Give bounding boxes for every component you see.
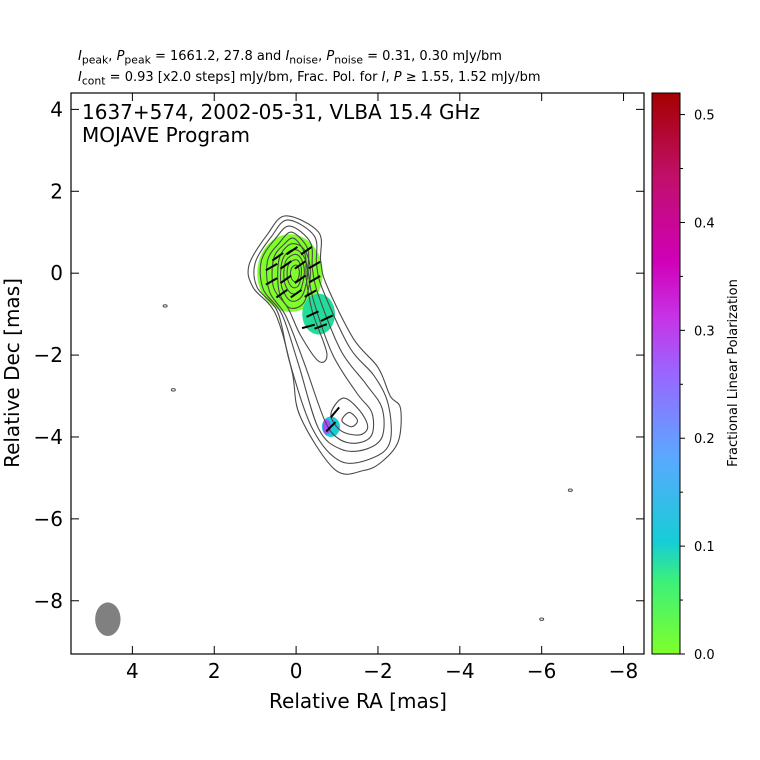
x-tick-label: −6 bbox=[527, 659, 556, 683]
contour-2 bbox=[259, 225, 385, 452]
y-tick-label: 2 bbox=[50, 179, 63, 203]
x-tick-label: −2 bbox=[363, 659, 392, 683]
evpa-vector-2 bbox=[271, 252, 284, 262]
evpa-vector-10 bbox=[265, 277, 278, 286]
noise-contour-2 bbox=[567, 488, 573, 492]
plot-area bbox=[95, 215, 573, 636]
chart-title-line-2: MOJAVE Program bbox=[82, 123, 250, 147]
y-axis: 4 2 0 −2 −4 −6 −8 bbox=[34, 97, 644, 613]
plot-frame bbox=[70, 92, 645, 655]
evpa-vector-12 bbox=[290, 289, 303, 299]
colorbar-tick-label: 0.3 bbox=[694, 324, 715, 339]
evpa-vector-18 bbox=[330, 406, 340, 419]
contour-10 bbox=[330, 397, 369, 436]
evpa-vector-16 bbox=[314, 323, 328, 330]
x-tick-label: 2 bbox=[208, 659, 221, 683]
colorbar bbox=[651, 92, 681, 655]
colorbar-tick-label: 0.2 bbox=[694, 432, 715, 447]
polarization-patch-3 bbox=[322, 419, 331, 435]
evpa-vector-4 bbox=[294, 260, 307, 270]
evpa-vector-14 bbox=[306, 310, 319, 318]
colorbar-tick-label: 0.0 bbox=[694, 648, 715, 663]
noise-contour-3 bbox=[539, 617, 545, 621]
beam-ellipse bbox=[95, 602, 121, 636]
noise-contour-0 bbox=[162, 304, 168, 308]
evpa-vector-11 bbox=[304, 289, 317, 298]
chart-title-line-1: 1637+574, 2002-05-31, VLBA 15.4 GHz bbox=[82, 100, 480, 124]
x-axis: 4 2 0 −2 −4 −6 −8 bbox=[126, 93, 638, 683]
evpa-vector-6 bbox=[265, 262, 278, 272]
x-tick-label: −4 bbox=[445, 659, 474, 683]
evpa-vector-5 bbox=[279, 260, 292, 270]
evpa-vector-0 bbox=[300, 246, 313, 256]
evpa-vector-3 bbox=[308, 260, 321, 270]
evpa-vector-1 bbox=[286, 246, 298, 256]
colorbar-ticks: 0.0 0.1 0.2 0.3 0.4 0.5 bbox=[680, 109, 715, 663]
x-tick-label: 0 bbox=[290, 659, 303, 683]
contour-1 bbox=[253, 219, 392, 464]
contour-7 bbox=[283, 253, 305, 295]
noise-contour-1 bbox=[170, 388, 176, 392]
y-tick-label: −8 bbox=[34, 589, 63, 613]
y-tick-label: −4 bbox=[34, 425, 63, 449]
evpa-vector-9 bbox=[279, 274, 292, 284]
evpa-vector-13 bbox=[275, 289, 288, 299]
stats-line-2: Icont = 0.93 [x2.0 steps] mJy/bm, Frac. … bbox=[78, 70, 541, 88]
colorbar-tick-label: 0.1 bbox=[694, 540, 715, 555]
y-tick-label: −2 bbox=[34, 343, 63, 367]
evpa-vector-8 bbox=[294, 274, 307, 284]
evpa-vector-17 bbox=[301, 323, 315, 330]
contour-9 bbox=[289, 264, 300, 283]
contour-5 bbox=[277, 243, 311, 309]
x-axis-label: Relative RA [mas] bbox=[269, 689, 447, 713]
contour-4 bbox=[271, 237, 328, 363]
contour-11 bbox=[341, 411, 359, 428]
y-tick-label: 4 bbox=[50, 97, 63, 121]
evpa-vector-7 bbox=[308, 275, 321, 284]
y-tick-label: −6 bbox=[34, 507, 63, 531]
x-tick-label: 4 bbox=[126, 659, 139, 683]
colorbar-tick-label: 0.5 bbox=[694, 109, 715, 124]
colorbar-label: Fractional Linear Polarization bbox=[726, 279, 741, 467]
x-tick-label: −8 bbox=[609, 659, 638, 683]
evpa-vector-19 bbox=[325, 421, 337, 433]
stats-line-1: Ipeak, Ppeak = 1661.2, 27.8 and Inoise, … bbox=[78, 49, 502, 67]
y-tick-label: 0 bbox=[50, 261, 63, 285]
colorbar-tick-label: 0.4 bbox=[694, 216, 715, 231]
y-axis-label: Relative Dec [mas] bbox=[0, 278, 24, 468]
contour-0 bbox=[247, 215, 402, 475]
evpa-vector-15 bbox=[320, 314, 334, 322]
